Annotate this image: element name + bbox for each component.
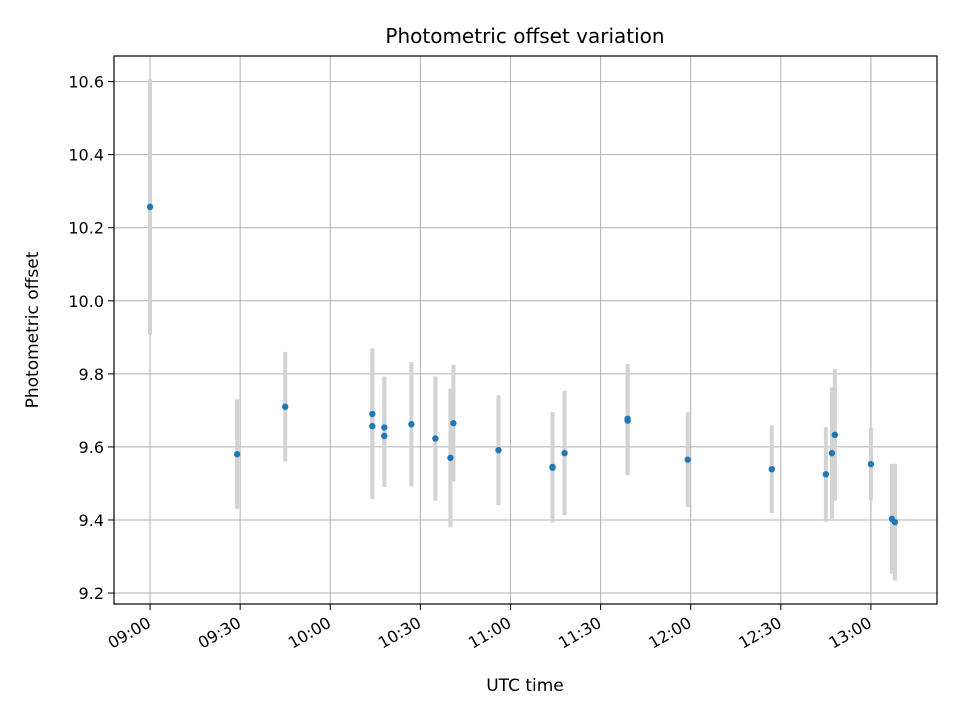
- data-point: [369, 422, 376, 430]
- data-point: [822, 471, 830, 478]
- data-point: [828, 449, 836, 457]
- x-tick-label: 11:30: [555, 613, 604, 653]
- y-tick-label: 10.4: [68, 146, 104, 165]
- y-axis-title: Photometric offset: [23, 251, 43, 408]
- data-point: [891, 518, 899, 526]
- data-points: [146, 203, 899, 526]
- data-point: [447, 454, 454, 462]
- y-tick-label: 10.0: [68, 292, 104, 311]
- data-point: [233, 451, 241, 458]
- data-point: [282, 403, 289, 410]
- data-point: [624, 417, 631, 424]
- x-axis-ticks: 09:00 09:30 10:00 10:30 11:00 11:30 12:00 12:30…: [105, 604, 875, 653]
- data-point: [450, 419, 457, 427]
- y-tick-label: 10.6: [68, 73, 104, 92]
- data-point: [561, 449, 568, 457]
- x-tick-label: 12:30: [735, 613, 784, 653]
- x-axis-title: UTC time: [486, 676, 564, 696]
- y-tick-label: 9.6: [79, 438, 104, 457]
- data-point: [768, 465, 775, 473]
- plot-frame: [113, 55, 938, 605]
- y-tick-label: 9.4: [79, 511, 104, 530]
- x-tick-label: 09:00: [105, 613, 154, 653]
- chart-title: Photometric offset variation: [385, 24, 664, 48]
- x-tick-label: 10:00: [285, 613, 334, 653]
- y-tick-label: 9.2: [79, 584, 104, 603]
- x-tick-label: 11:00: [465, 613, 514, 653]
- y-tick-label: 9.8: [79, 365, 104, 384]
- data-point: [831, 431, 839, 439]
- x-tick-label: 09:30: [195, 613, 244, 653]
- data-point: [381, 432, 388, 440]
- x-tick-label: 12:00: [645, 613, 694, 653]
- data-point: [408, 421, 415, 428]
- data-point: [684, 456, 691, 463]
- data-point: [867, 460, 875, 468]
- x-tick-label: 13:00: [825, 613, 874, 653]
- y-tick-label: 10.2: [68, 219, 104, 238]
- data-point: [432, 435, 439, 442]
- grid: [114, 56, 937, 604]
- data-point: [495, 446, 502, 454]
- x-tick-label: 10:30: [375, 613, 424, 653]
- y-axis-ticks: 9.2 9.4 9.6 9.8 10.0 10.2 10.4 10.6: [68, 73, 114, 603]
- data-point: [369, 410, 376, 418]
- data-point: [549, 464, 556, 471]
- data-point: [381, 424, 388, 431]
- data-point: [146, 203, 154, 211]
